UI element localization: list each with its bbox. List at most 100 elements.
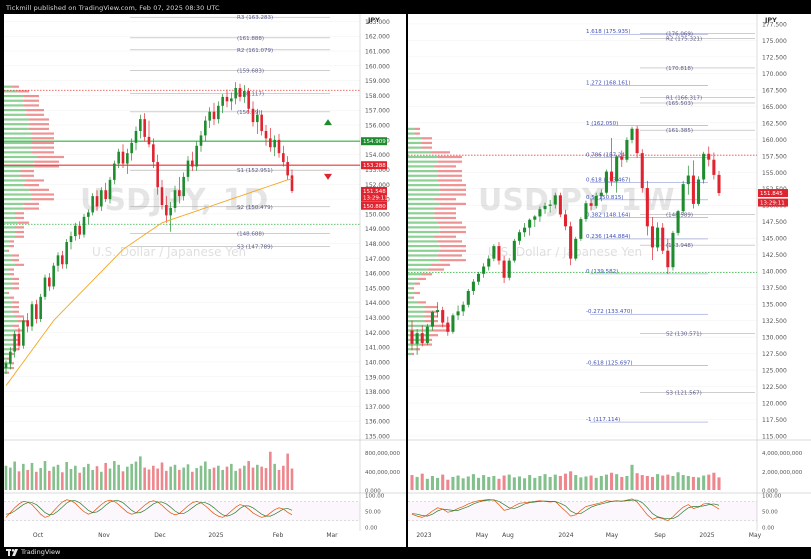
candle-body	[87, 212, 90, 217]
volume-bar	[610, 472, 614, 490]
profile-bar-down	[431, 151, 450, 154]
volume-tick-label: 0.000	[365, 489, 381, 495]
volume-bar	[676, 472, 680, 490]
profile-bar-up	[4, 296, 10, 299]
profile-bar-up	[4, 179, 26, 182]
profile-bar-up	[4, 352, 10, 356]
x-tick-label: Aug	[502, 532, 514, 539]
y-tick-label: 160.000	[365, 63, 390, 70]
profile-bar-down	[26, 109, 44, 112]
volume-bar	[35, 471, 38, 490]
pivot-label: S1 (152.951)	[237, 168, 273, 174]
volume-bar	[615, 474, 619, 490]
profile-bar-up	[408, 160, 438, 163]
profile-bar-up	[408, 184, 440, 187]
candlesticks	[4, 82, 294, 374]
price-label-text: 13:29:11	[760, 201, 785, 207]
volume-bar	[147, 469, 151, 490]
profile-bar-down	[17, 221, 29, 224]
profile-bar-up	[408, 198, 435, 201]
profile-bar-down	[15, 226, 24, 229]
volume-bar	[39, 468, 42, 490]
profile-bar-up	[4, 94, 24, 98]
candle-body	[650, 226, 655, 248]
volume-bar	[100, 471, 103, 490]
volume-bar	[156, 468, 159, 490]
watermark-subtitle: U.S. Dollar / Japanese Yen	[488, 245, 642, 259]
volume-bar	[273, 463, 276, 490]
profile-bar-up	[408, 169, 438, 173]
volume-bar	[243, 465, 246, 490]
volume-bar	[640, 475, 644, 490]
profile-bar-up	[4, 315, 15, 318]
candle-body	[134, 130, 138, 143]
profile-bar-up	[408, 277, 418, 281]
candle-body	[512, 240, 516, 261]
y-tick-label: 153.000	[365, 167, 390, 174]
candle-body	[30, 304, 34, 327]
tradingview-logo-icon	[6, 548, 18, 556]
profile-bar-down	[12, 254, 19, 257]
candle-body	[543, 205, 547, 210]
candle-body	[563, 214, 568, 227]
profile-bar-up	[4, 320, 18, 323]
candle-body	[620, 156, 624, 160]
profile-bar-down	[427, 268, 444, 271]
candle-body	[264, 130, 268, 139]
profile-bar-down	[31, 146, 54, 149]
profile-bar-down	[431, 324, 450, 327]
price-label-box	[361, 186, 387, 195]
profile-bar-up	[4, 174, 21, 177]
profile-bar-up	[408, 338, 422, 341]
y-tick-label: 137.000	[365, 404, 390, 411]
candle-body	[666, 250, 670, 268]
x-tick-label: Dec	[154, 532, 166, 539]
profile-bar-down	[28, 188, 49, 191]
volume-bar	[165, 470, 168, 490]
fib-label: 1.272 (168.161)	[586, 80, 631, 86]
profile-bar-up	[408, 240, 438, 243]
profile-bar-up	[4, 362, 10, 365]
profile-bar-down	[31, 137, 54, 140]
volume-bar	[466, 476, 470, 490]
pivot-label: R2 (161.079)	[237, 48, 273, 54]
profile-bar-up	[408, 165, 435, 168]
profile-bar-up	[4, 160, 35, 163]
profile-bar-up	[408, 301, 418, 304]
volume-bar	[410, 475, 414, 490]
pivot-label: S3 (147.789)	[237, 245, 273, 251]
profile-bar-up	[4, 226, 15, 229]
profile-bar-down	[9, 366, 14, 370]
candle-body	[82, 216, 86, 235]
profile-bar-up	[4, 305, 13, 309]
volume-bar	[523, 478, 527, 490]
profile-bar-down	[421, 141, 432, 145]
price-label-text: 154.909	[363, 139, 386, 145]
volume-bar	[702, 475, 706, 490]
y-tick-label: 117.500	[762, 417, 787, 424]
y-tick-label: 147.500	[762, 219, 787, 226]
price-label-text: 153.288	[363, 163, 386, 169]
volume-bar	[269, 451, 272, 490]
candle-body	[290, 175, 294, 191]
profile-bar-up	[408, 202, 440, 205]
profile-bar-up	[4, 216, 15, 220]
profile-bar-down	[26, 113, 44, 116]
candle-body	[243, 90, 246, 97]
candle-body	[420, 333, 424, 344]
profile-bar-down	[411, 287, 414, 290]
price-label-box	[361, 193, 387, 202]
profile-bar-down	[9, 268, 14, 271]
volume-bar	[461, 478, 465, 490]
candle-body	[615, 156, 619, 182]
profile-bar-up	[408, 310, 425, 313]
candle-body	[260, 114, 263, 131]
volume-bar	[512, 477, 516, 490]
y-tick-label: 125.000	[762, 368, 787, 375]
volume-tick-label: 400,000,000	[365, 470, 400, 476]
volume-bar	[707, 474, 711, 490]
candle-body	[230, 98, 233, 102]
candle-body	[117, 151, 120, 164]
sell-arrow-icon	[324, 173, 332, 180]
